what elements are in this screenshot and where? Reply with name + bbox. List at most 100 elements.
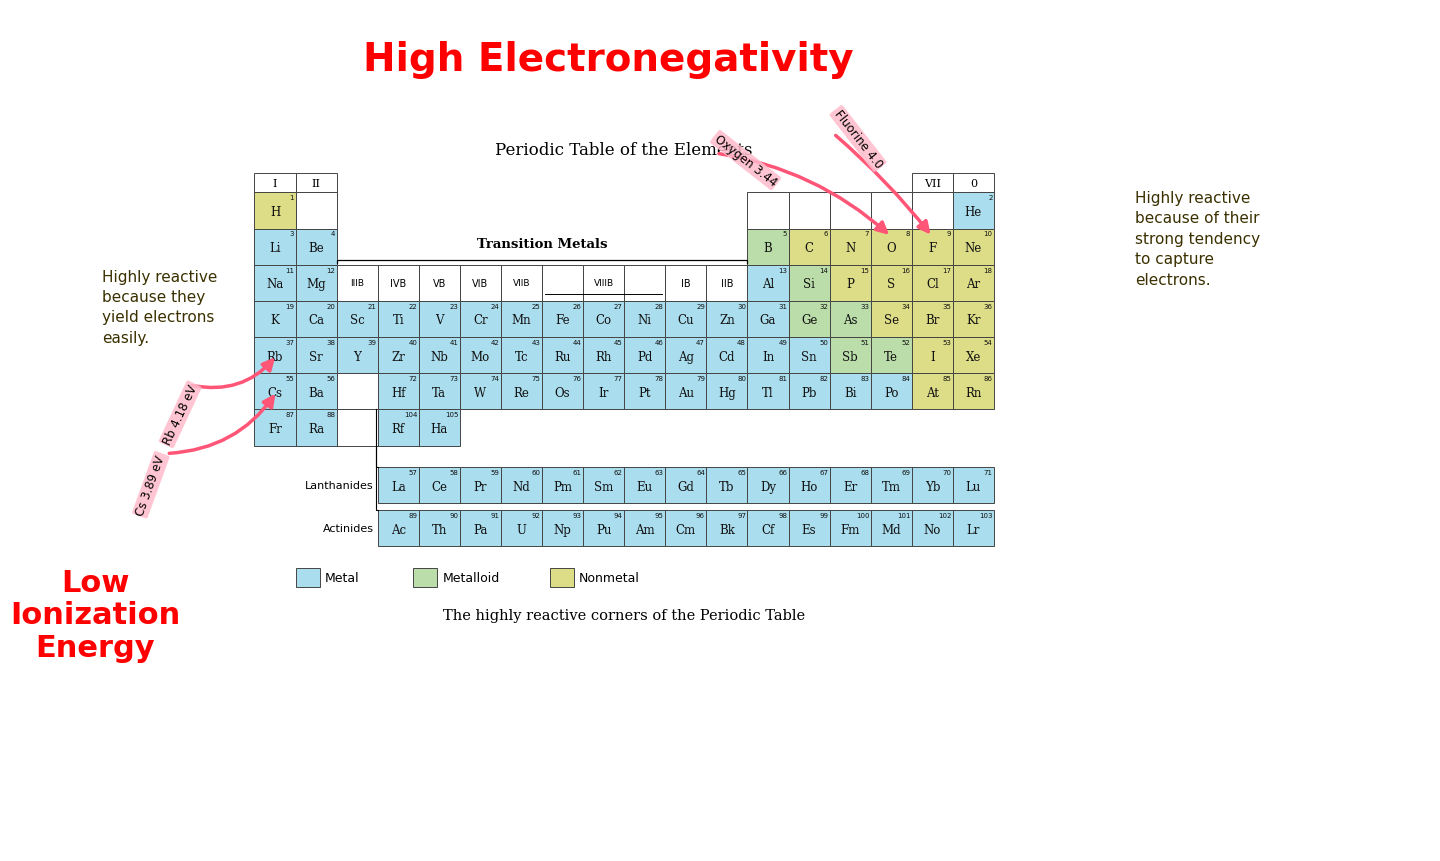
Text: La: La xyxy=(390,480,406,493)
Bar xyxy=(295,229,337,265)
Text: Er: Er xyxy=(842,480,857,493)
Text: Ru: Ru xyxy=(554,350,570,363)
Text: 96: 96 xyxy=(696,512,706,518)
Bar xyxy=(501,468,541,504)
Bar xyxy=(829,301,871,338)
Bar xyxy=(583,338,624,374)
Text: 66: 66 xyxy=(778,469,788,475)
Bar xyxy=(747,338,789,374)
Bar xyxy=(707,468,747,504)
Text: Os: Os xyxy=(554,387,570,400)
Text: 91: 91 xyxy=(491,512,500,518)
Bar xyxy=(789,193,829,229)
Text: Metal: Metal xyxy=(325,572,360,585)
Text: Highly reactive
because they
yield electrons
easily.: Highly reactive because they yield elect… xyxy=(102,269,217,345)
Text: Sb: Sb xyxy=(842,350,858,363)
Bar xyxy=(337,374,377,410)
Text: Nd: Nd xyxy=(513,480,530,493)
Bar xyxy=(377,468,419,504)
Text: 81: 81 xyxy=(778,375,788,381)
Bar xyxy=(953,193,994,229)
Text: 85: 85 xyxy=(943,375,952,381)
Text: Highly reactive
because of their
strong tendency
to capture
electrons.: Highly reactive because of their strong … xyxy=(1135,191,1260,288)
Text: 17: 17 xyxy=(942,267,952,273)
Text: 92: 92 xyxy=(531,512,540,518)
Text: 86: 86 xyxy=(984,375,992,381)
Text: Mg: Mg xyxy=(307,278,325,291)
Text: Ne: Ne xyxy=(965,242,982,255)
Text: Periodic Table of the Elements: Periodic Table of the Elements xyxy=(495,142,753,159)
Text: Cm: Cm xyxy=(675,523,696,536)
Bar xyxy=(255,338,295,374)
Text: Ha: Ha xyxy=(431,423,448,436)
Text: Cs 3.89 eV: Cs 3.89 eV xyxy=(134,454,167,517)
Text: Md: Md xyxy=(881,523,901,536)
Bar xyxy=(459,511,501,547)
Bar xyxy=(624,374,665,410)
Text: 102: 102 xyxy=(937,512,952,518)
Bar xyxy=(624,301,665,338)
Bar xyxy=(624,468,665,504)
Bar xyxy=(295,568,320,588)
Bar xyxy=(377,301,419,338)
Text: 57: 57 xyxy=(409,469,418,475)
Text: F: F xyxy=(929,242,936,255)
Text: Po: Po xyxy=(884,387,899,400)
Text: 59: 59 xyxy=(491,469,500,475)
Text: Ar: Ar xyxy=(966,278,981,291)
Bar xyxy=(953,374,994,410)
Text: Cf: Cf xyxy=(762,523,775,536)
Text: Cr: Cr xyxy=(474,314,488,327)
Text: U: U xyxy=(517,523,527,536)
Text: 18: 18 xyxy=(984,267,992,273)
Text: 23: 23 xyxy=(449,303,458,309)
Text: Zr: Zr xyxy=(392,350,405,363)
Text: Xe: Xe xyxy=(966,350,981,363)
Bar xyxy=(953,229,994,265)
Text: Tm: Tm xyxy=(881,480,901,493)
Text: 31: 31 xyxy=(778,303,788,309)
Text: 99: 99 xyxy=(819,512,828,518)
Bar xyxy=(541,468,583,504)
Text: I: I xyxy=(930,350,935,363)
Text: 29: 29 xyxy=(696,303,706,309)
Text: 16: 16 xyxy=(901,267,910,273)
Text: 42: 42 xyxy=(491,339,500,345)
Text: Be: Be xyxy=(308,242,324,255)
Text: Te: Te xyxy=(884,350,899,363)
Text: 95: 95 xyxy=(655,512,664,518)
Text: Pt: Pt xyxy=(638,387,651,400)
Bar xyxy=(953,174,994,193)
Bar xyxy=(377,338,419,374)
Text: 75: 75 xyxy=(531,375,540,381)
Text: I: I xyxy=(272,178,278,189)
Text: 53: 53 xyxy=(943,339,952,345)
Text: 58: 58 xyxy=(449,469,458,475)
Text: 20: 20 xyxy=(327,303,336,309)
Text: IB: IB xyxy=(681,278,691,288)
Text: Ac: Ac xyxy=(390,523,406,536)
Bar xyxy=(550,568,575,588)
Bar xyxy=(377,374,419,410)
Bar xyxy=(419,511,459,547)
Text: Rn: Rn xyxy=(965,387,982,400)
Bar xyxy=(871,374,912,410)
Bar xyxy=(459,265,501,301)
Bar xyxy=(747,468,789,504)
Bar xyxy=(459,374,501,410)
Text: 46: 46 xyxy=(655,339,664,345)
Text: VIB: VIB xyxy=(472,278,488,288)
Bar xyxy=(583,301,624,338)
Text: At: At xyxy=(926,387,939,400)
Bar xyxy=(829,193,871,229)
Text: Ce: Ce xyxy=(432,480,448,493)
Text: 47: 47 xyxy=(696,339,706,345)
Bar xyxy=(707,374,747,410)
Bar xyxy=(953,468,994,504)
Text: Br: Br xyxy=(924,314,939,327)
Bar xyxy=(295,301,337,338)
Text: 6: 6 xyxy=(824,232,828,237)
Text: Ra: Ra xyxy=(308,423,324,436)
Bar xyxy=(871,193,912,229)
Text: Es: Es xyxy=(802,523,816,536)
